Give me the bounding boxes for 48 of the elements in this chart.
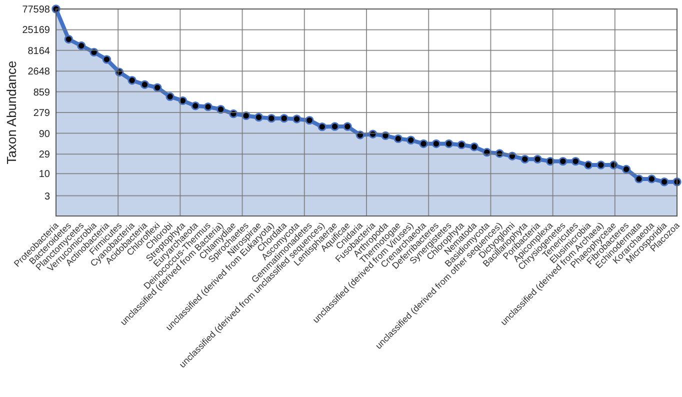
point [432, 139, 441, 148]
point [406, 136, 416, 144]
point [267, 114, 276, 123]
point [546, 156, 555, 166]
point [76, 41, 86, 50]
point [166, 92, 174, 101]
point [419, 139, 428, 148]
y-tick-label: 29 [38, 150, 50, 161]
point [292, 114, 302, 124]
y-tick-label: 77598 [22, 4, 50, 16]
point [305, 116, 314, 125]
y-tick-label: 8164 [28, 46, 50, 57]
point [622, 164, 631, 174]
point [128, 76, 136, 85]
point [584, 160, 593, 170]
y-tick-label: 859 [33, 87, 50, 98]
y-tick-label: 90 [38, 128, 50, 140]
point [191, 102, 200, 110]
point [470, 142, 479, 152]
point [520, 154, 530, 164]
point [533, 154, 542, 164]
point [330, 122, 340, 131]
y-tick-label: 2648 [28, 66, 50, 78]
point [457, 140, 466, 150]
point [596, 160, 606, 170]
point [318, 122, 326, 132]
point [254, 112, 264, 122]
point [558, 156, 568, 166]
point [660, 178, 669, 186]
point [140, 80, 150, 89]
point [634, 174, 644, 184]
y-axis-title: Taxon Abundance [4, 60, 19, 164]
point [64, 34, 74, 44]
y-tick-label: 25169 [22, 25, 50, 36]
point [216, 105, 226, 114]
point [647, 174, 656, 184]
point [102, 55, 112, 64]
point [204, 102, 212, 112]
point [444, 139, 454, 148]
point [178, 96, 188, 106]
y-tick-label: 10 [38, 169, 50, 180]
y-tick-label: 3 [44, 191, 50, 202]
point [343, 122, 352, 131]
point [280, 114, 288, 123]
y-tick-label: 279 [33, 108, 50, 119]
point [571, 156, 580, 166]
point [394, 134, 403, 144]
point [153, 83, 162, 92]
